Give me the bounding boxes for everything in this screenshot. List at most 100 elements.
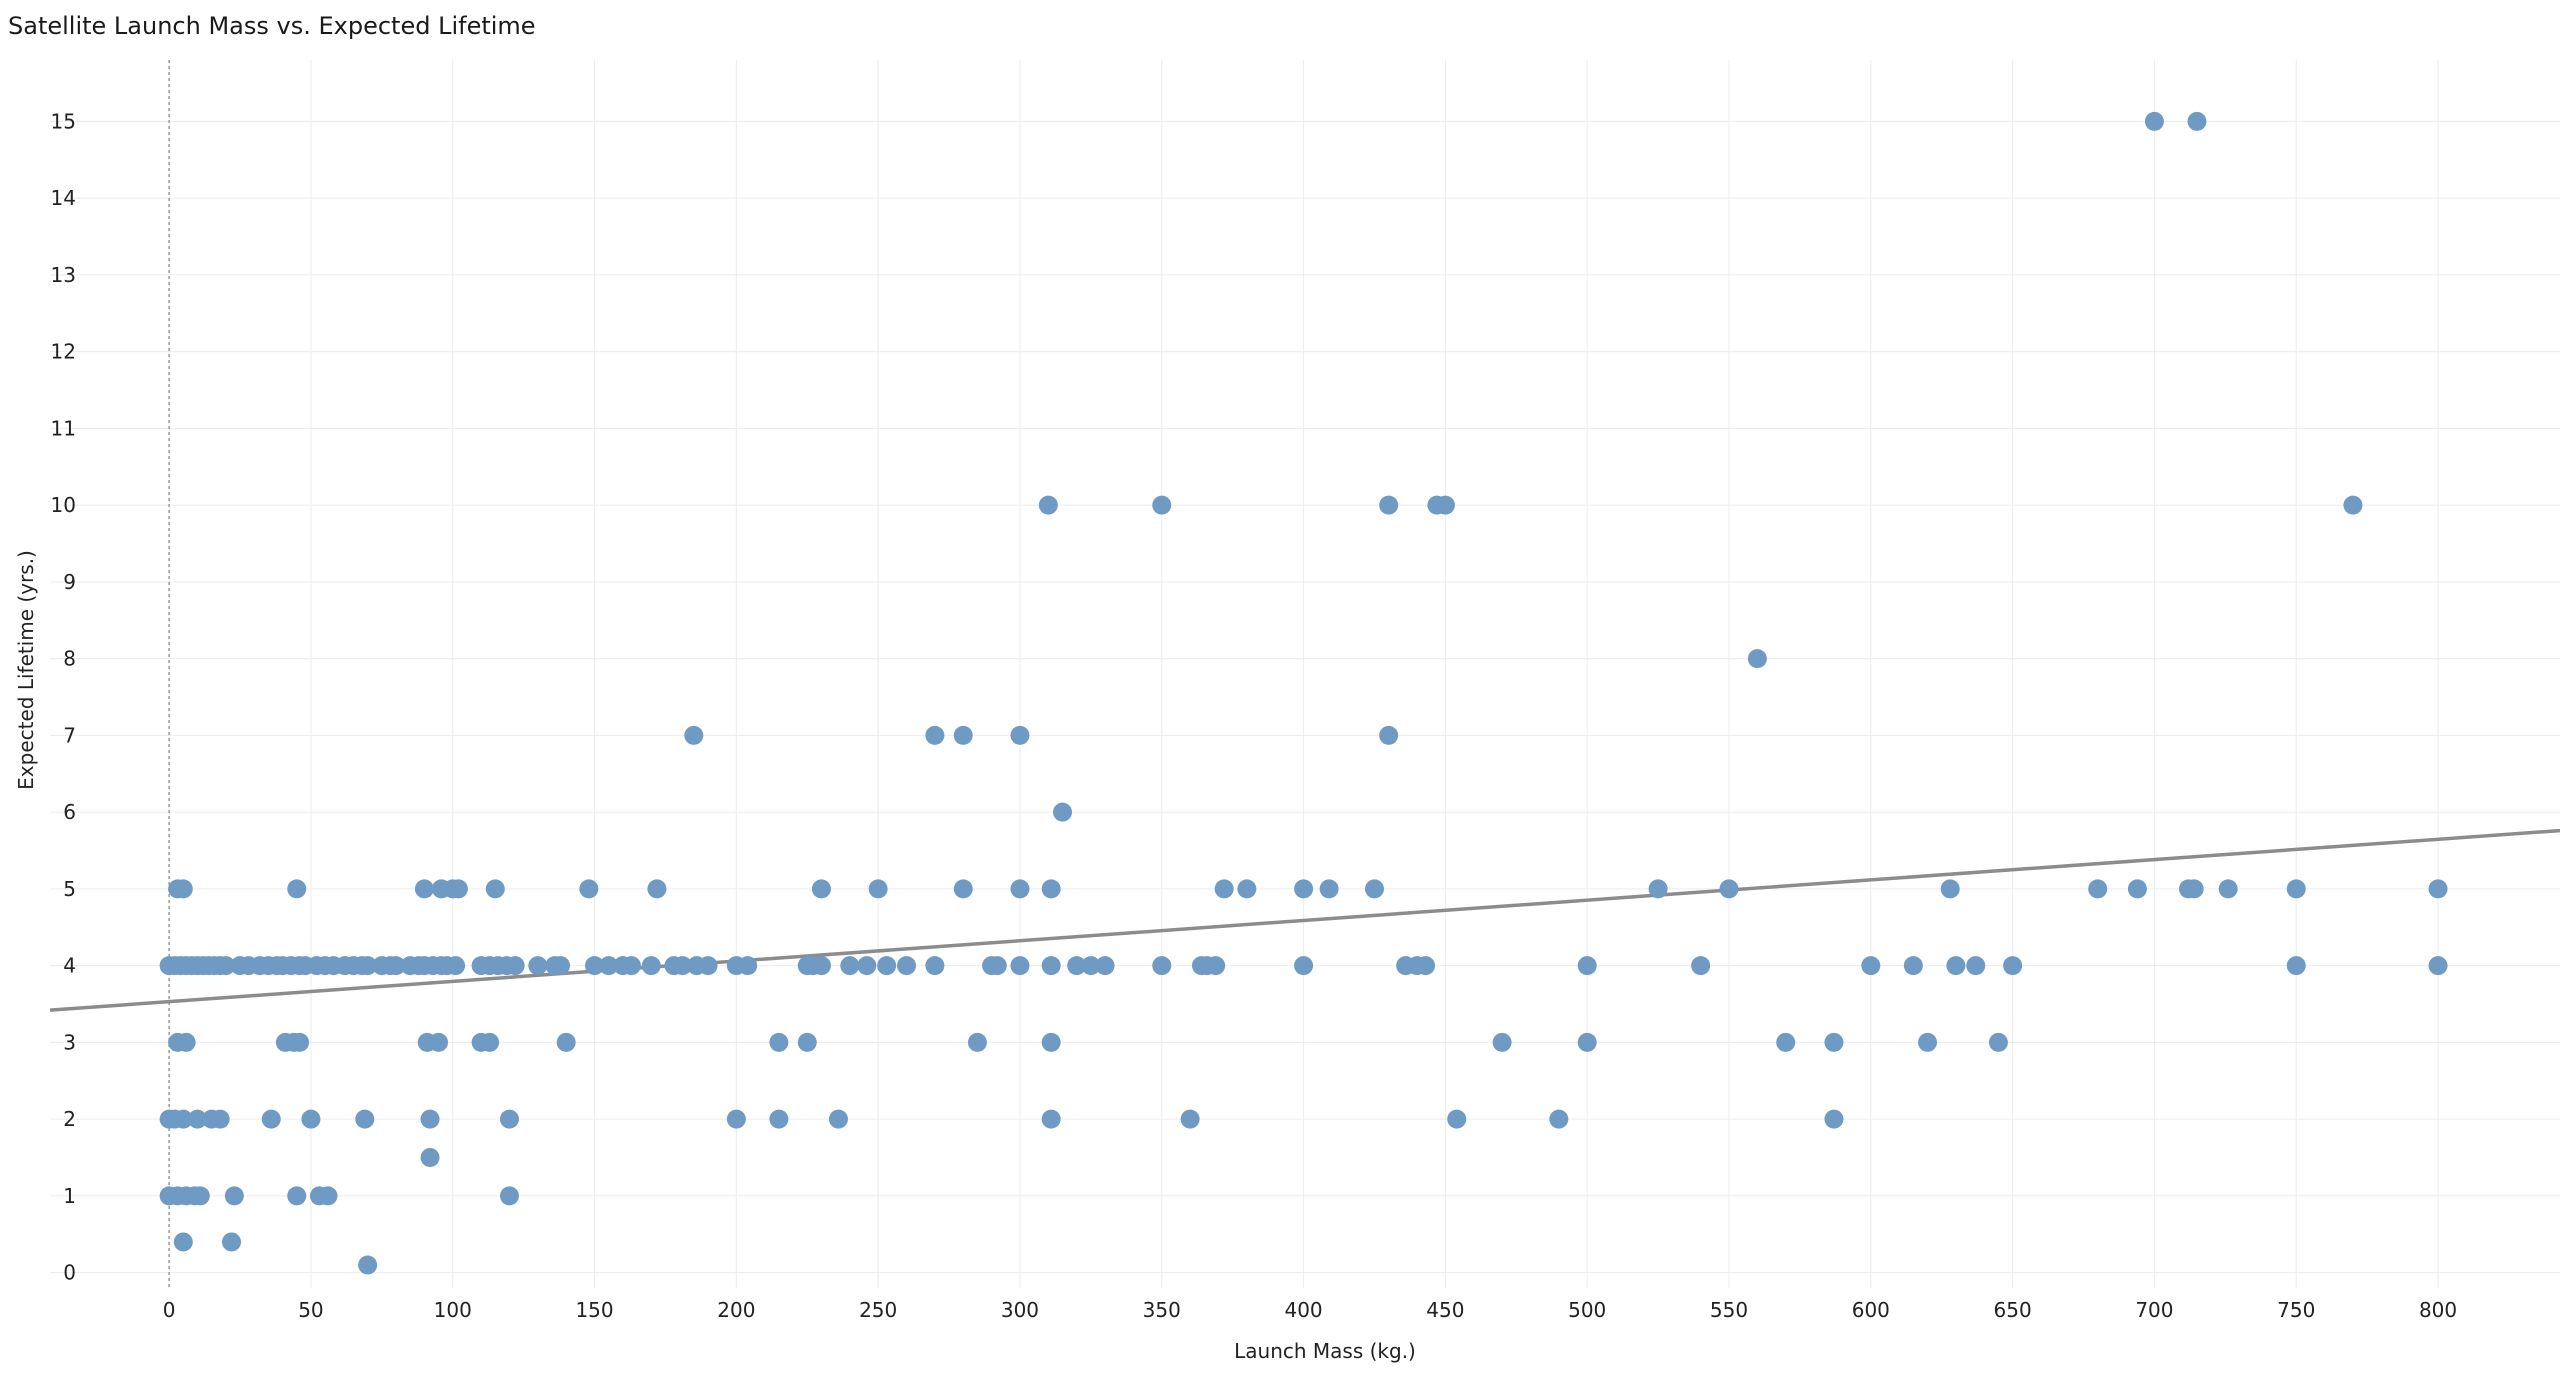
data-point: [176, 1032, 196, 1052]
data-point: [414, 879, 434, 899]
x-tick-label: 150: [575, 1298, 613, 1322]
x-tick-label: 500: [1568, 1298, 1606, 1322]
data-point: [318, 1186, 338, 1206]
data-point: [2127, 879, 2147, 899]
data-point: [2218, 879, 2238, 899]
x-axis-ticks: 0 50 100 150 200 250 300 350 400 450 500 550 600 650 7…: [163, 1298, 2457, 1322]
y-tick-label: 14: [51, 186, 76, 210]
data-point: [1577, 1032, 1597, 1052]
data-point: [173, 879, 193, 899]
data-point: [2428, 956, 2448, 976]
data-point: [358, 1255, 378, 1275]
x-tick-label: 450: [1426, 1298, 1464, 1322]
data-point: [1903, 956, 1923, 976]
data-point: [621, 956, 641, 976]
data-point: [1577, 956, 1597, 976]
data-point: [828, 1109, 848, 1129]
y-axis-title: Expected Lifetime (yrs.): [14, 550, 38, 790]
data-point: [216, 956, 236, 976]
data-point: [1041, 956, 1061, 976]
data-point: [190, 1186, 210, 1206]
y-tick-label: 10: [51, 493, 76, 517]
data-point: [1940, 879, 1960, 899]
data-point: [386, 956, 406, 976]
data-point: [448, 879, 468, 899]
data-point: [641, 956, 661, 976]
data-point: [480, 1032, 500, 1052]
data-point: [556, 1032, 576, 1052]
data-point: [2187, 111, 2207, 131]
data-point: [840, 956, 860, 976]
data-point: [301, 1109, 321, 1129]
data-point: [698, 956, 718, 976]
data-point: [505, 956, 525, 976]
data-point: [1041, 1109, 1061, 1129]
data-point: [1237, 879, 1257, 899]
data-point: [429, 1032, 449, 1052]
data-point: [290, 1032, 310, 1052]
data-point: [857, 956, 877, 976]
data-point: [897, 956, 917, 976]
x-tick-label: 650: [1994, 1298, 2032, 1322]
data-point: [1379, 725, 1399, 745]
data-point: [1041, 879, 1061, 899]
data-point: [499, 1109, 519, 1129]
data-point: [1294, 956, 1314, 976]
data-point: [925, 956, 945, 976]
data-point: [355, 1109, 375, 1129]
data-point: [1988, 1032, 2008, 1052]
data-point: [358, 956, 378, 976]
data-point: [1206, 956, 1226, 976]
data-point: [726, 1109, 746, 1129]
data-point: [1918, 1032, 1938, 1052]
y-tick-label: 2: [63, 1107, 76, 1131]
x-tick-label: 700: [2135, 1298, 2173, 1322]
data-point: [1095, 956, 1115, 976]
data-point: [1861, 956, 1881, 976]
data-point: [499, 1186, 519, 1206]
x-tick-label: 750: [2277, 1298, 2315, 1322]
data-point: [987, 956, 1007, 976]
trend-line: [49, 828, 2560, 1012]
trend-line-path: [49, 828, 2560, 1012]
x-tick-label: 300: [1001, 1298, 1039, 1322]
data-point: [1010, 879, 1030, 899]
x-tick-label: 350: [1143, 1298, 1181, 1322]
x-tick-label: 550: [1710, 1298, 1748, 1322]
data-point: [2428, 879, 2448, 899]
y-tick-label: 1: [63, 1184, 76, 1208]
data-point: [2088, 879, 2108, 899]
data-point: [287, 879, 307, 899]
data-point: [1824, 1032, 1844, 1052]
chart-title: Satellite Launch Mass vs. Expected Lifet…: [8, 12, 536, 40]
data-point: [1364, 879, 1384, 899]
data-point: [1319, 879, 1339, 899]
x-tick-label: 400: [1284, 1298, 1322, 1322]
data-point: [1038, 495, 1058, 515]
y-tick-label: 13: [51, 263, 76, 287]
data-point: [2003, 956, 2023, 976]
data-point: [2184, 879, 2204, 899]
x-tick-label: 200: [717, 1298, 755, 1322]
data-point: [287, 1186, 307, 1206]
data-point: [420, 1109, 440, 1129]
y-tick-label: 7: [63, 723, 76, 747]
data-point: [1067, 956, 1087, 976]
data-point: [1214, 879, 1234, 899]
x-tick-label: 50: [298, 1298, 323, 1322]
data-point: [925, 725, 945, 745]
data-point: [1081, 956, 1101, 976]
data-point: [738, 956, 758, 976]
data-point: [769, 1109, 789, 1129]
data-point: [1824, 1109, 1844, 1129]
x-tick-label: 100: [434, 1298, 472, 1322]
data-point: [1776, 1032, 1796, 1052]
data-points: [159, 111, 2448, 1275]
data-point: [1294, 879, 1314, 899]
data-point: [222, 1232, 242, 1252]
data-point: [953, 879, 973, 899]
data-point: [868, 879, 888, 899]
y-tick-label: 3: [63, 1030, 76, 1054]
